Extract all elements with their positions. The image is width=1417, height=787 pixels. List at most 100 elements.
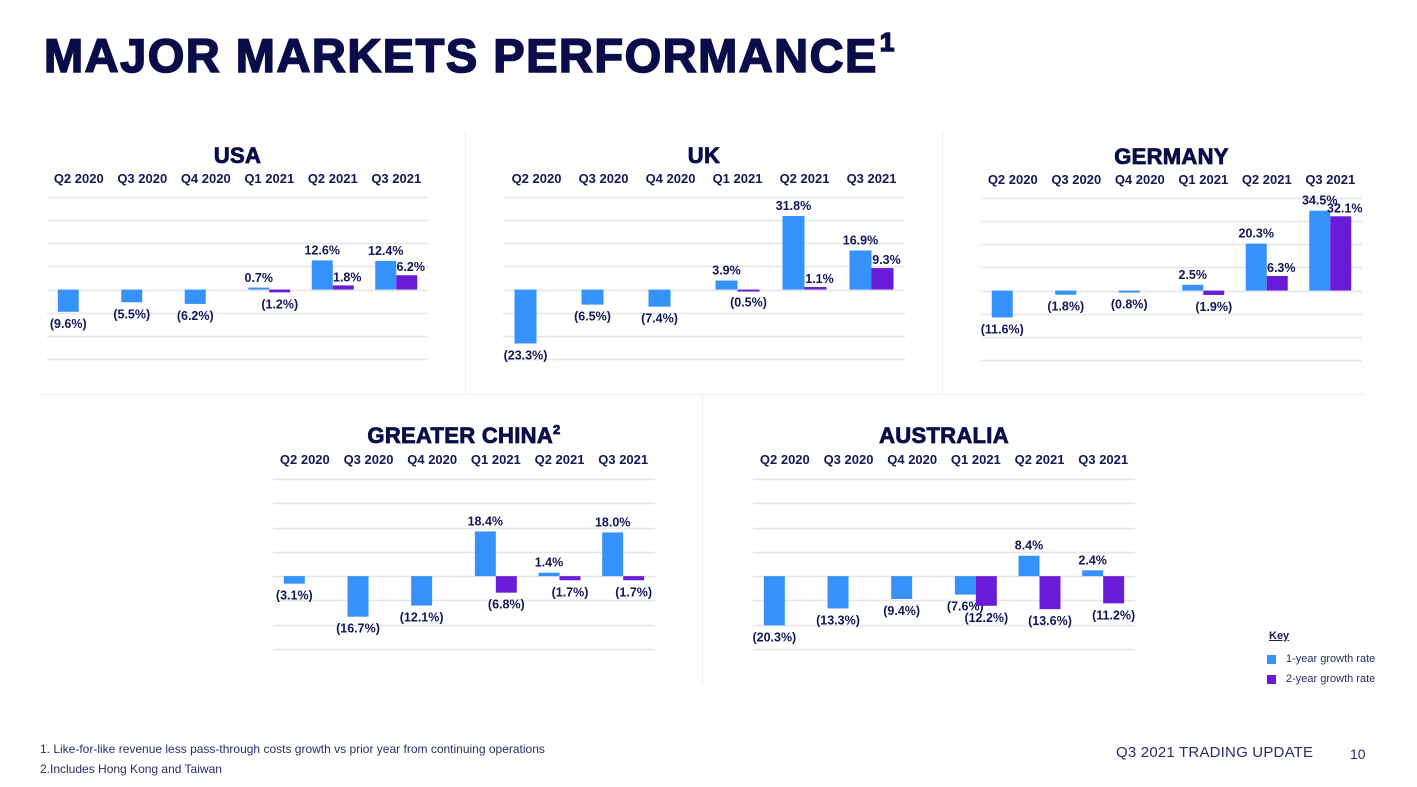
legend-swatch-2-year	[1267, 674, 1276, 684]
data-label: 0.7%	[245, 271, 274, 285]
page-number: 10	[1350, 746, 1366, 762]
bar-1-year	[1245, 243, 1267, 291]
data-label: (13.6%)	[1028, 614, 1072, 628]
data-label: (5.5%)	[113, 307, 150, 321]
bar-1-year	[954, 576, 976, 595]
bar-1-year	[849, 250, 872, 290]
chart-title-text: GREATER CHINA	[367, 423, 554, 449]
data-label: (20.3%)	[752, 630, 796, 644]
bar-2-year	[396, 275, 418, 290]
bar-2-year	[269, 289, 291, 293]
category-label: Q2 2020	[279, 452, 330, 467]
data-label: (11.6%)	[981, 322, 1024, 336]
data-label: 9.3%	[872, 253, 901, 267]
bar-1-year	[311, 260, 333, 290]
bar-1-year	[411, 576, 433, 606]
category-label: Q4 2020	[645, 171, 696, 186]
bar-1-year	[602, 532, 624, 577]
data-label: 18.0%	[595, 515, 630, 529]
data-label: (1.7%)	[552, 585, 589, 599]
chart-title-text: UK	[687, 143, 721, 169]
legend-label: 2-year growth rate	[1286, 673, 1376, 685]
data-label: 32.1%	[1327, 201, 1362, 215]
category-label: Q2 2021	[1241, 172, 1292, 187]
data-label: 20.3%	[1239, 227, 1274, 241]
data-label: 12.4%	[368, 244, 403, 258]
legend-item-2-year: 2-year growth rate	[1264, 669, 1375, 689]
bar-1-year	[514, 289, 537, 344]
data-label: 16.9%	[843, 233, 878, 247]
data-label: (1.7%)	[615, 585, 652, 599]
bar-1-year	[581, 289, 604, 305]
data-label: (9.4%)	[883, 604, 920, 618]
bar-1-year	[991, 290, 1013, 318]
data-label: (3.1%)	[276, 589, 313, 603]
category-label: Q3 2021	[1305, 172, 1356, 187]
data-label: 18.4%	[468, 514, 503, 528]
footnote-2: 2.Includes Hong Kong and Taiwan	[40, 762, 222, 776]
bar-1-year	[1309, 210, 1331, 291]
data-label: 1.4%	[535, 556, 564, 570]
bar-2-year	[975, 576, 997, 606]
category-labels: Q2 2020 Q3 2020 Q4 2020 Q1 2021 Q2 2021 …	[47, 171, 428, 186]
bar-1-year	[1082, 570, 1104, 577]
bar-1-year	[121, 289, 143, 303]
page-title-footnote-marker: 1	[879, 27, 896, 57]
page-title-text: MAJOR MARKETS PERFORMANCE	[43, 29, 878, 82]
category-labels: Q2 2020 Q3 2020 Q4 2020 Q1 2021 Q2 2021 …	[981, 172, 1362, 187]
bar-1-year	[763, 576, 785, 626]
divider-vertical-bottom	[702, 394, 703, 684]
data-label: 6.2%	[397, 260, 426, 274]
category-label: Q4 2020	[180, 171, 231, 186]
footnotes: 1. Like-for-like revenue less pass-throu…	[40, 739, 545, 779]
chart-title: AUSTRALIA	[753, 423, 1135, 449]
bar-2-year	[332, 285, 354, 290]
bar-2-year	[623, 576, 645, 581]
chart-greater-china: GREATER CHINA2 Q2 2020 Q3 2020 Q4 2020 Q…	[273, 422, 655, 663]
chart-title-text: AUSTRALIA	[879, 423, 1009, 449]
category-label: Q2 2020	[511, 171, 562, 186]
chart-australia: AUSTRALIA Q2 2020 Q3 2020 Q4 2020 Q1 202…	[752, 423, 1135, 663]
chart-germany: GERMANY Q2 2020 Q3 2020 Q4 2020 Q1 2021 …	[981, 144, 1362, 374]
bar-1-year	[648, 289, 671, 307]
category-label: Q2 2020	[53, 171, 104, 186]
bar-1-year	[782, 215, 805, 290]
chart-title: GREATER CHINA2	[273, 422, 655, 449]
category-label: Q2 2020	[987, 172, 1038, 187]
chart-usa: USA Q2 2020 Q3 2020 Q4 2020 Q1 2021 Q2 2…	[47, 143, 428, 373]
bar-1-year	[248, 287, 270, 290]
bar-1-year	[283, 576, 305, 584]
data-label: (16.7%)	[336, 622, 380, 636]
category-label: Q3 2020	[343, 452, 394, 467]
bar-1-year	[538, 572, 560, 577]
bar-1-year	[715, 280, 738, 290]
data-label: (9.6%)	[50, 317, 87, 331]
data-label: 31.8%	[776, 199, 811, 213]
category-label: Q3 2020	[823, 452, 874, 467]
data-label: (6.5%)	[574, 310, 611, 324]
data-label: 3.9%	[712, 264, 741, 278]
chart-title: GERMANY	[981, 144, 1362, 170]
bar-2-year	[737, 289, 760, 292]
category-label: Q2 2021	[779, 171, 830, 186]
category-labels: Q2 2020 Q3 2020 Q4 2020 Q1 2021 Q2 2021 …	[273, 452, 655, 467]
category-label: Q3 2020	[578, 171, 629, 186]
legend: Key 1-year growth rate 2-year growth rat…	[1264, 630, 1375, 689]
legend-title: Key	[1269, 630, 1290, 642]
category-label: Q4 2020	[887, 452, 938, 467]
data-label: (0.5%)	[730, 296, 767, 310]
bar-2-year	[495, 576, 517, 593]
bar-1-year	[184, 289, 206, 304]
chart-title-text: USA	[213, 143, 262, 169]
chart-uk: UK Q2 2020 Q3 2020 Q4 2020 Q1 2021 Q2 20…	[503, 143, 905, 373]
bar-1-year	[375, 260, 397, 290]
category-label: Q3 2020	[117, 171, 168, 186]
category-label: Q3 2021	[1078, 452, 1129, 467]
bar-1-year	[1018, 555, 1040, 577]
chart-title: UK	[503, 143, 905, 169]
chart-title: USA	[47, 143, 428, 169]
legend-swatch-1-year	[1267, 654, 1276, 664]
data-label: (1.9%)	[1195, 300, 1232, 314]
data-label: 2.5%	[1179, 268, 1208, 282]
bar-2-year	[1039, 576, 1061, 610]
